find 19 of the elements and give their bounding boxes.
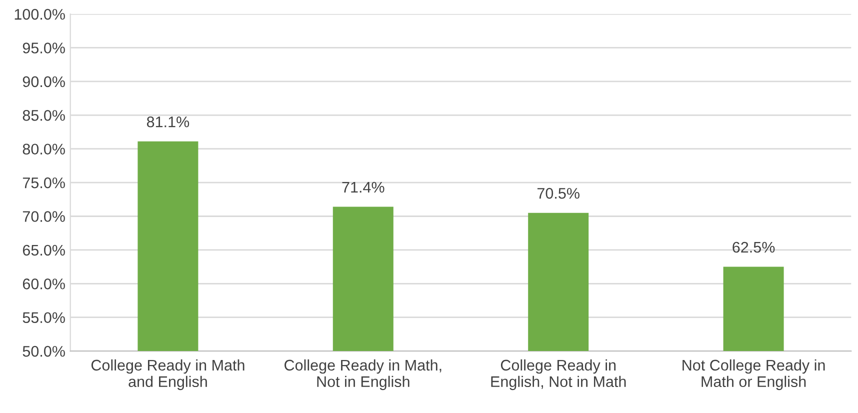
- y-tick-label: 95.0%: [22, 42, 65, 54]
- x-tick-label: College Ready in Math, Not in English: [284, 359, 442, 390]
- data-label: 62.5%: [732, 242, 775, 253]
- y-tick-label: 60.0%: [22, 278, 65, 290]
- y-tick-label: 85.0%: [22, 110, 65, 121]
- y-tick-label: 90.0%: [22, 76, 65, 88]
- data-label: 81.1%: [146, 116, 190, 128]
- y-tick-label: 55.0%: [22, 312, 65, 324]
- y-tick-label: 100.0%: [14, 8, 65, 20]
- x-tick-label: College Ready in English, Not in Math: [491, 359, 626, 390]
- y-tick-label: 65.0%: [22, 244, 65, 256]
- y-tick-label: 75.0%: [22, 177, 65, 188]
- y-tick-label: 70.0%: [22, 211, 65, 222]
- y-tick-label: 50.0%: [22, 346, 65, 357]
- data-label: 71.4%: [342, 182, 384, 193]
- x-tick-label: Not College Ready in Math or English: [682, 359, 825, 390]
- x-tick-label: College Ready in Math and English: [91, 359, 244, 390]
- data-label: 70.5%: [537, 188, 580, 199]
- y-tick-label: 80.0%: [22, 144, 65, 155]
